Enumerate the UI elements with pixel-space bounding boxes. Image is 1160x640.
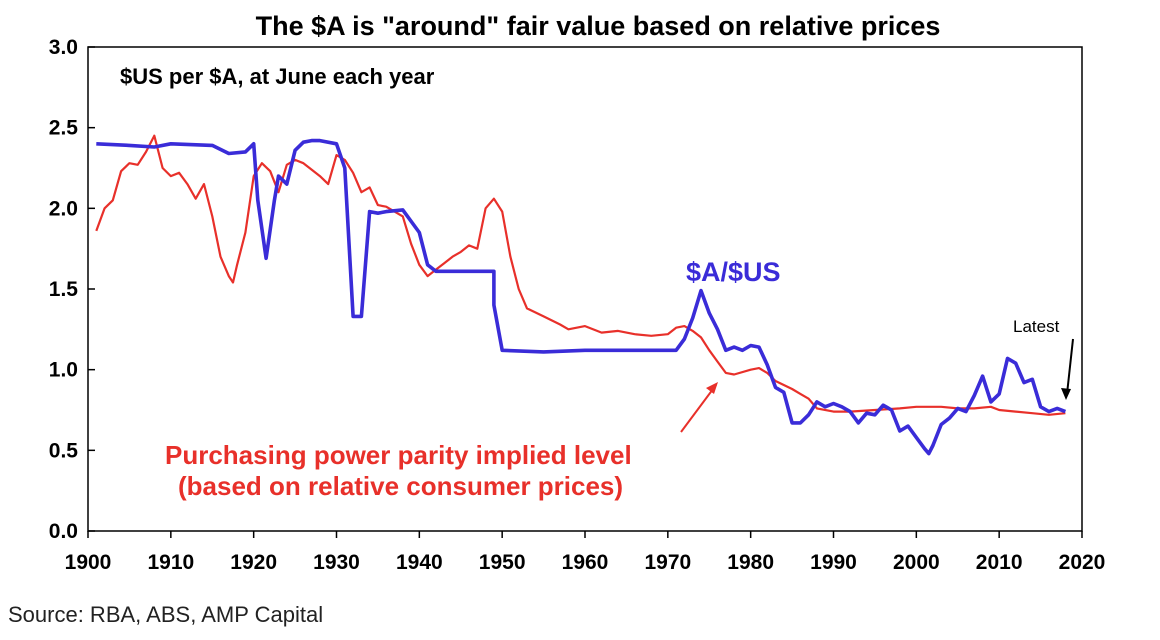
y-tick-label: 0.5 — [49, 439, 79, 462]
x-tick-label: 2000 — [893, 551, 940, 574]
series-label-ppp-line1: Purchasing power parity implied level — [165, 440, 632, 470]
series-label-aud-usd: $A/$US — [686, 257, 781, 287]
x-tick-label: 2020 — [1059, 551, 1106, 574]
y-tick-label: 1.5 — [49, 278, 79, 301]
y-tick-label: 2.5 — [49, 117, 79, 140]
ppp-annotation-arrow — [680, 384, 717, 433]
x-tick-label: 1910 — [147, 551, 194, 574]
y-tick-label: 3.0 — [49, 36, 78, 59]
y-axis: 0.0 0.5 1.0 1.5 2.0 2.5 3.0 — [49, 36, 95, 543]
source-note: Source: RBA, ABS, AMP Capital — [8, 602, 323, 627]
latest-label: Latest — [1013, 317, 1060, 336]
x-tick-label: 1960 — [562, 551, 609, 574]
x-axis: 1900 1910 1920 1930 1940 1950 1960 1970 1980 1990… — [65, 531, 1106, 574]
x-tick-label: 1950 — [479, 551, 526, 574]
latest-annotation-arrowhead — [1061, 388, 1071, 400]
x-tick-label: 1920 — [230, 551, 277, 574]
y-tick-label: 0.0 — [49, 520, 78, 543]
x-tick-label: 2010 — [976, 551, 1023, 574]
ppp-annotation-arrowhead — [706, 382, 718, 394]
series-label-ppp-line2: (based on relative consumer prices) — [178, 471, 623, 501]
x-tick-label: 1930 — [313, 551, 360, 574]
x-tick-label: 1940 — [396, 551, 443, 574]
y-tick-label: 1.0 — [49, 359, 78, 382]
x-tick-label: 1990 — [810, 551, 857, 574]
x-tick-label: 1970 — [644, 551, 691, 574]
chart-subtitle: $US per $A, at June each year — [120, 64, 435, 89]
series-aud-usd-line — [96, 138, 1067, 456]
x-tick-label: 1900 — [65, 551, 112, 574]
y-tick-label: 2.0 — [49, 197, 78, 220]
series-ppp-line — [95, 134, 1066, 416]
latest-annotation-arrow — [1066, 338, 1074, 395]
x-tick-label: 1980 — [727, 551, 774, 574]
chart-title: The $A is "around" fair value based on r… — [256, 11, 941, 41]
